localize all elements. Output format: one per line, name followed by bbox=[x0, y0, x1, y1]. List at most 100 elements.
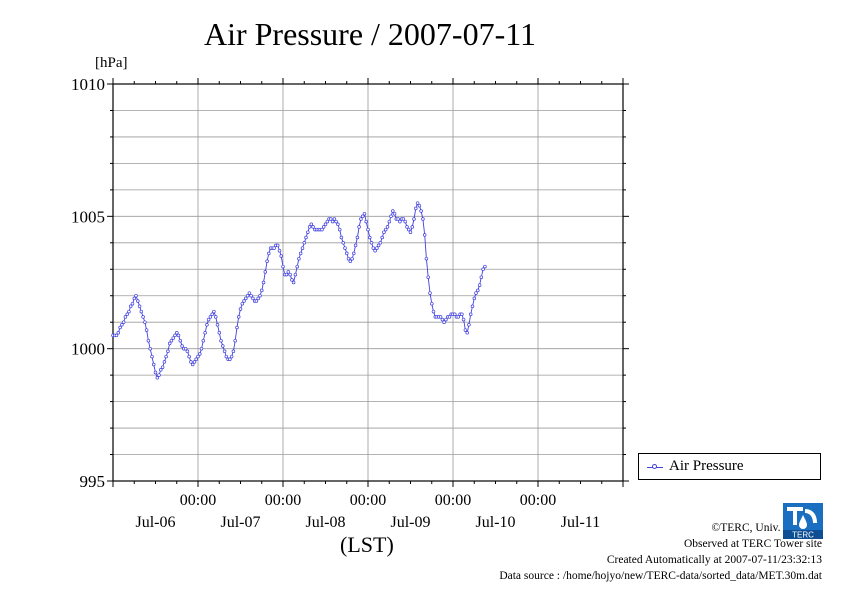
data-point bbox=[332, 217, 337, 221]
credit-source: Data source : /home/hojyo/new/TERC-data/… bbox=[499, 570, 822, 582]
data-point bbox=[238, 307, 243, 311]
data-point bbox=[417, 203, 422, 208]
data-point bbox=[203, 331, 207, 335]
series-air-pressure bbox=[111, 201, 487, 380]
x-tick-time-label: 00:00 bbox=[265, 492, 301, 509]
data-point bbox=[173, 333, 177, 338]
x-day-label: Jul-11 bbox=[561, 514, 600, 531]
data-point bbox=[164, 354, 168, 359]
data-point bbox=[153, 370, 158, 375]
data-point bbox=[483, 264, 487, 269]
data-point bbox=[302, 241, 307, 245]
data-point bbox=[320, 227, 324, 232]
data-point bbox=[137, 304, 142, 309]
data-point bbox=[309, 222, 314, 227]
data-point bbox=[470, 304, 475, 309]
data-point bbox=[194, 357, 198, 362]
data-point bbox=[463, 328, 468, 332]
legend-marker-icon bbox=[652, 464, 657, 469]
data-point bbox=[329, 217, 333, 221]
data-point bbox=[205, 323, 209, 327]
data-point bbox=[336, 222, 340, 227]
data-point bbox=[127, 309, 131, 314]
data-point bbox=[171, 336, 175, 340]
data-point bbox=[346, 256, 351, 261]
data-point bbox=[481, 267, 485, 272]
data-point bbox=[167, 341, 172, 346]
data-point bbox=[297, 256, 301, 261]
data-point bbox=[396, 217, 400, 221]
data-point bbox=[387, 219, 392, 224]
data-point bbox=[422, 233, 427, 237]
data-point bbox=[424, 256, 429, 261]
data-point bbox=[343, 246, 347, 250]
legend: Air Pressure bbox=[638, 453, 821, 480]
legend-label: Air Pressure bbox=[669, 458, 744, 474]
x-day-label: Jul-06 bbox=[136, 514, 176, 531]
data-point bbox=[272, 246, 276, 250]
data-point bbox=[169, 338, 174, 343]
data-point bbox=[187, 354, 191, 359]
y-tick-label: 1010 bbox=[71, 75, 105, 94]
data-point bbox=[392, 211, 397, 216]
x-axis-title: (LST) bbox=[340, 532, 394, 557]
data-point bbox=[198, 352, 202, 356]
data-point bbox=[465, 331, 469, 335]
data-point bbox=[224, 354, 229, 359]
data-point bbox=[221, 344, 225, 348]
data-point bbox=[334, 219, 338, 224]
data-point bbox=[383, 227, 388, 232]
data-point bbox=[284, 272, 289, 277]
data-point bbox=[359, 217, 363, 221]
data-point bbox=[467, 323, 471, 327]
data-point bbox=[277, 248, 282, 253]
data-point bbox=[382, 230, 386, 234]
data-point bbox=[235, 325, 239, 330]
data-point bbox=[419, 209, 423, 213]
data-point bbox=[157, 373, 161, 377]
data-point bbox=[136, 299, 140, 303]
data-point bbox=[357, 225, 361, 229]
data-point bbox=[261, 280, 266, 285]
data-point bbox=[453, 312, 457, 317]
data-point bbox=[368, 235, 372, 240]
data-point bbox=[208, 315, 213, 319]
data-point bbox=[120, 323, 124, 327]
grid-lines bbox=[113, 84, 623, 481]
data-point bbox=[461, 317, 466, 322]
data-point bbox=[375, 246, 379, 250]
data-point bbox=[430, 301, 434, 306]
data-point bbox=[403, 219, 407, 224]
data-point bbox=[325, 219, 330, 224]
data-point bbox=[236, 315, 241, 319]
data-point bbox=[341, 241, 345, 245]
data-point bbox=[247, 291, 252, 295]
data-point bbox=[212, 309, 216, 314]
data-point bbox=[123, 315, 128, 319]
data-point bbox=[155, 376, 160, 380]
credit-copyright: ©TERC, Univ. Tsukuba bbox=[711, 522, 822, 534]
terc-logo-icon: TERC bbox=[783, 503, 823, 539]
data-point bbox=[460, 312, 464, 317]
chart-title: Air Pressure / 2007-07-11 bbox=[203, 16, 537, 52]
data-point bbox=[298, 251, 303, 256]
data-point bbox=[233, 338, 237, 343]
data-point bbox=[263, 270, 268, 274]
data-point bbox=[116, 331, 121, 335]
data-point bbox=[348, 259, 353, 264]
data-point bbox=[311, 225, 315, 229]
data-point bbox=[406, 227, 411, 232]
data-point bbox=[166, 349, 170, 354]
x-day-label: Jul-10 bbox=[476, 514, 516, 531]
data-point bbox=[245, 293, 250, 298]
data-point bbox=[162, 360, 167, 364]
data-point bbox=[189, 360, 193, 364]
data-point bbox=[405, 225, 409, 229]
data-point bbox=[421, 217, 425, 221]
data-point bbox=[215, 323, 220, 327]
data-point bbox=[476, 288, 480, 293]
data-point bbox=[151, 362, 156, 367]
data-point bbox=[300, 246, 305, 250]
x-day-label: Jul-08 bbox=[306, 514, 346, 531]
